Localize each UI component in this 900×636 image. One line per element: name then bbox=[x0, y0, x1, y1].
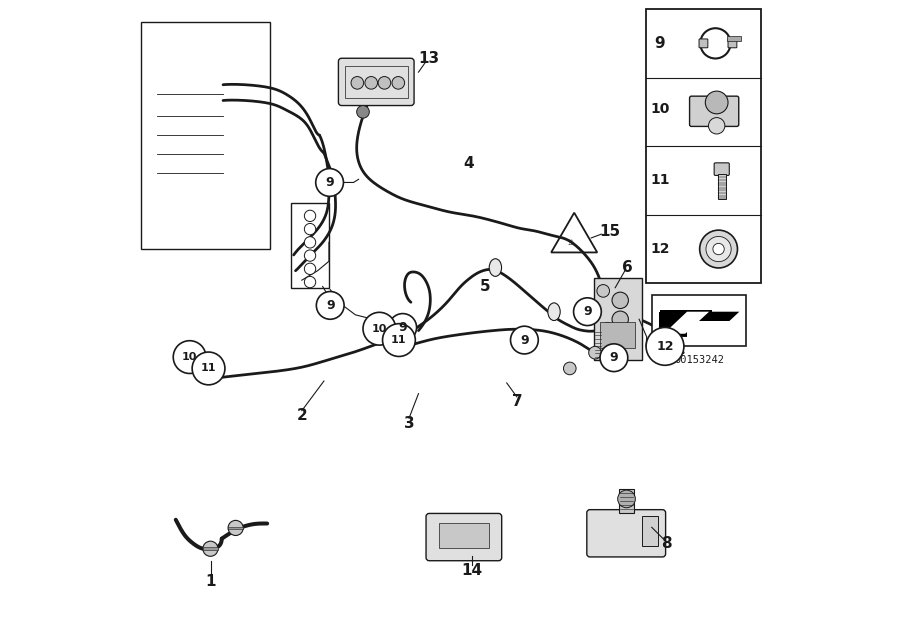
Circle shape bbox=[304, 263, 316, 275]
Polygon shape bbox=[659, 312, 695, 337]
Circle shape bbox=[382, 324, 415, 356]
Circle shape bbox=[573, 298, 601, 326]
Bar bbox=[141, 22, 270, 249]
Text: 9: 9 bbox=[609, 351, 618, 364]
FancyBboxPatch shape bbox=[689, 96, 739, 127]
Circle shape bbox=[364, 76, 377, 89]
Polygon shape bbox=[687, 321, 741, 339]
Circle shape bbox=[202, 541, 218, 556]
Text: 13: 13 bbox=[418, 51, 440, 66]
Text: 11: 11 bbox=[650, 174, 670, 188]
Bar bbox=[438, 523, 489, 548]
Circle shape bbox=[563, 362, 576, 375]
Text: 2: 2 bbox=[296, 408, 307, 423]
Circle shape bbox=[699, 230, 737, 268]
Text: 00153242: 00153242 bbox=[674, 356, 724, 365]
Circle shape bbox=[304, 237, 316, 248]
Text: 9: 9 bbox=[325, 176, 334, 189]
Bar bbox=[727, 36, 741, 41]
Text: 10: 10 bbox=[372, 324, 387, 334]
Circle shape bbox=[304, 250, 316, 261]
Bar bbox=[291, 203, 329, 287]
Circle shape bbox=[601, 322, 614, 335]
Circle shape bbox=[597, 284, 609, 297]
Bar bbox=[652, 294, 746, 347]
Circle shape bbox=[713, 244, 725, 255]
Circle shape bbox=[589, 347, 601, 359]
Ellipse shape bbox=[490, 259, 501, 277]
Text: 5: 5 bbox=[480, 279, 490, 294]
Text: ⚠: ⚠ bbox=[567, 238, 575, 247]
Ellipse shape bbox=[548, 303, 560, 321]
Text: 15: 15 bbox=[599, 224, 621, 239]
FancyBboxPatch shape bbox=[587, 509, 666, 557]
Text: 4: 4 bbox=[464, 156, 474, 171]
Circle shape bbox=[646, 328, 684, 365]
Circle shape bbox=[510, 326, 538, 354]
Text: 6: 6 bbox=[623, 260, 634, 275]
Circle shape bbox=[351, 76, 364, 89]
Bar bbox=[345, 66, 408, 98]
Circle shape bbox=[389, 314, 417, 342]
Text: 10: 10 bbox=[651, 102, 670, 116]
Bar bbox=[646, 9, 760, 283]
Polygon shape bbox=[660, 310, 712, 339]
Text: 10: 10 bbox=[182, 352, 197, 362]
Circle shape bbox=[617, 490, 635, 508]
Circle shape bbox=[173, 341, 206, 373]
Circle shape bbox=[356, 106, 369, 118]
Bar bbox=[202, 548, 218, 550]
Text: 7: 7 bbox=[511, 394, 522, 410]
FancyBboxPatch shape bbox=[728, 39, 737, 48]
Text: 11: 11 bbox=[392, 335, 407, 345]
Bar bbox=[718, 174, 725, 200]
Text: 12: 12 bbox=[650, 242, 670, 256]
Circle shape bbox=[316, 291, 344, 319]
FancyBboxPatch shape bbox=[338, 59, 414, 106]
Text: 11: 11 bbox=[201, 363, 216, 373]
Circle shape bbox=[304, 223, 316, 235]
Bar bbox=[619, 489, 634, 513]
Circle shape bbox=[600, 344, 628, 371]
FancyBboxPatch shape bbox=[426, 513, 501, 561]
Circle shape bbox=[700, 28, 731, 59]
Text: 9: 9 bbox=[399, 321, 407, 334]
Text: 9: 9 bbox=[654, 36, 665, 51]
FancyBboxPatch shape bbox=[715, 163, 729, 176]
FancyBboxPatch shape bbox=[699, 39, 708, 48]
Circle shape bbox=[304, 277, 316, 287]
Polygon shape bbox=[663, 312, 709, 334]
Circle shape bbox=[392, 76, 405, 89]
Circle shape bbox=[304, 210, 316, 221]
Text: 14: 14 bbox=[462, 563, 482, 577]
Text: 8: 8 bbox=[661, 536, 671, 551]
Text: 3: 3 bbox=[404, 416, 414, 431]
Circle shape bbox=[378, 76, 391, 89]
Circle shape bbox=[612, 311, 628, 328]
Circle shape bbox=[612, 329, 628, 345]
Text: 9: 9 bbox=[326, 299, 335, 312]
Text: 12: 12 bbox=[656, 340, 674, 353]
Circle shape bbox=[708, 118, 725, 134]
FancyBboxPatch shape bbox=[594, 279, 642, 359]
Circle shape bbox=[706, 91, 728, 114]
Bar bbox=[600, 322, 634, 348]
Text: 9: 9 bbox=[520, 333, 528, 347]
Bar bbox=[643, 516, 658, 546]
Circle shape bbox=[316, 169, 344, 197]
Circle shape bbox=[363, 312, 396, 345]
Bar bbox=[228, 527, 243, 529]
Polygon shape bbox=[662, 312, 740, 337]
Circle shape bbox=[228, 520, 243, 536]
Circle shape bbox=[192, 352, 225, 385]
Circle shape bbox=[612, 292, 628, 308]
Text: 9: 9 bbox=[583, 305, 591, 318]
Circle shape bbox=[706, 237, 731, 261]
Text: 1: 1 bbox=[206, 574, 216, 589]
